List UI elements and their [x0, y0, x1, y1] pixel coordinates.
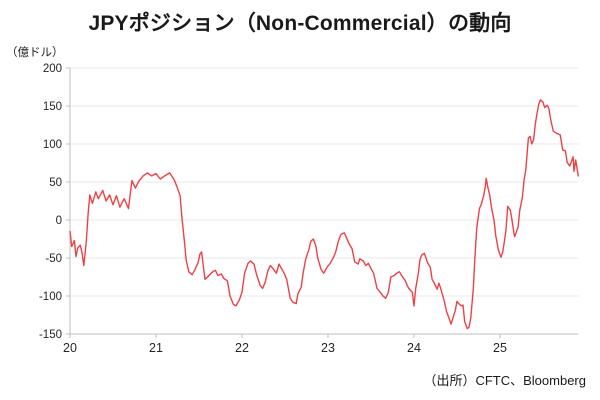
y-tick-label: 0	[56, 215, 62, 227]
x-tick-label: 22	[235, 341, 249, 355]
chart-title: JPYポジション（Non-Commercial）の動向	[88, 12, 512, 35]
y-tick-label: -100	[39, 291, 62, 303]
y-tick-label: 150	[43, 101, 62, 113]
y-tick-label: 100	[43, 139, 62, 151]
y-tick-label: -50	[45, 253, 62, 265]
y-axis-unit-label: （億ドル）	[6, 47, 64, 59]
series-line	[69, 99, 579, 330]
source-label: （出所）CFTC、Bloomberg	[423, 373, 586, 388]
y-tick-label: -150	[39, 329, 62, 341]
y-tick-label: 50	[49, 177, 62, 189]
y-tick-label: 200	[43, 63, 62, 75]
x-tick-label: 24	[407, 341, 421, 355]
x-tick-label: 23	[321, 341, 335, 355]
x-tick-label: 21	[149, 341, 163, 355]
x-tick-label: 20	[63, 341, 77, 355]
x-tick-label: 25	[493, 341, 507, 355]
